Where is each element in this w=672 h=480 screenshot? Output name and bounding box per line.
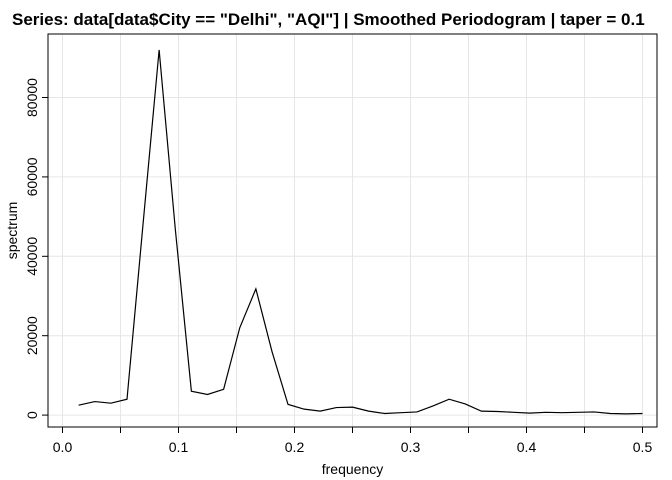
spectrum-series-line — [78, 49, 643, 415]
x-tick-label: 0.1 — [169, 439, 189, 455]
x-tick-label: 0.4 — [517, 439, 537, 455]
y-tick-label: 0 — [24, 411, 40, 419]
y-tick-label: 20000 — [24, 316, 40, 355]
y-axis: 0 20000 40000 60000 80000 — [24, 78, 48, 419]
y-axis-label: spectrum — [4, 202, 20, 260]
x-tick-label: 0.5 — [633, 439, 653, 455]
y-tick-label: 80000 — [24, 78, 40, 117]
x-axis-label: frequency — [322, 461, 383, 477]
y-tick-label: 60000 — [24, 157, 40, 196]
y-tick-label: 40000 — [24, 237, 40, 276]
x-tick-label: 0.2 — [285, 439, 305, 455]
x-axis: 0.0 0.1 0.2 0.3 0.4 0.5 — [53, 427, 653, 455]
chart-title: Series: data[data$City == "Delhi", "AQI"… — [12, 10, 645, 29]
x-tick-label: 0.0 — [53, 439, 73, 455]
grid-lines — [48, 34, 657, 427]
x-tick-label: 0.3 — [401, 439, 421, 455]
